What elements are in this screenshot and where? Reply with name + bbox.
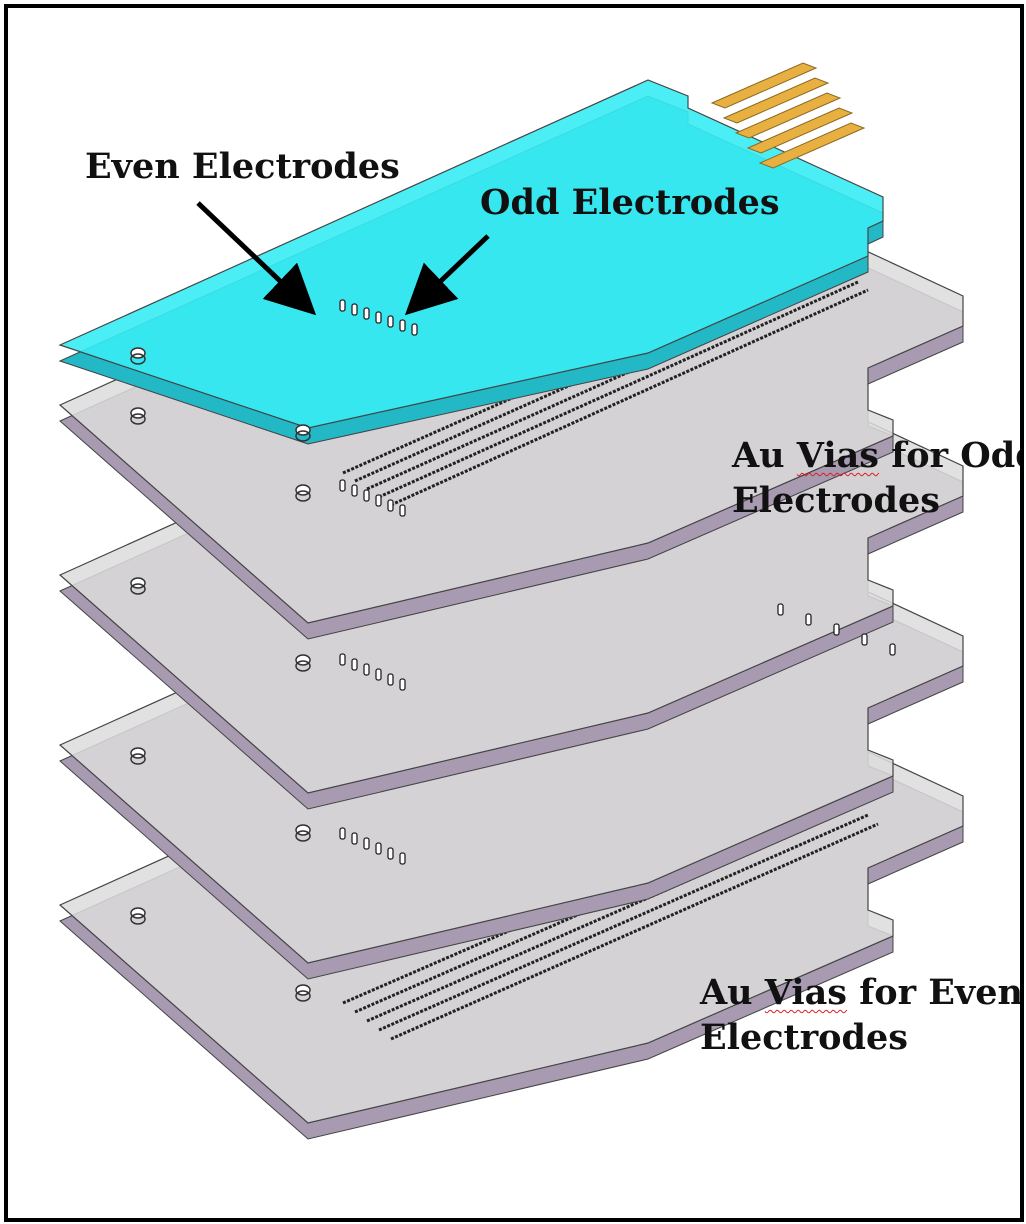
au-via-odd (375, 494, 382, 507)
au-via (363, 837, 370, 850)
au-via (375, 842, 382, 855)
mounting-hole (295, 484, 311, 496)
mounting-hole-base (130, 353, 146, 365)
mounting-hole (130, 577, 146, 589)
contact-pad (722, 77, 830, 124)
au-via-odd (351, 484, 358, 497)
au-via (399, 852, 406, 865)
mounting-hole-base (130, 913, 146, 925)
electrode-opening (411, 323, 418, 336)
au-via (339, 653, 346, 666)
mounting-hole-base (295, 430, 311, 442)
exploded-layer-stack-diagram (58, 62, 964, 1140)
au-via-contact (833, 623, 840, 636)
au-via-odd (399, 504, 406, 517)
mounting-hole-base (130, 753, 146, 765)
electrode-opening (339, 299, 346, 312)
mounting-hole (295, 824, 311, 836)
odd-electrodes-arrow (404, 234, 490, 316)
au-via (387, 673, 394, 686)
mounting-hole (130, 407, 146, 419)
even-electrode-trace (390, 822, 879, 1041)
mounting-hole (295, 654, 311, 666)
odd-electrodes-label: Odd Electrodes (480, 182, 780, 223)
au-via (351, 658, 358, 671)
au-vias-even-label: Au Vias for Even Electrodes (700, 972, 1023, 1058)
mounting-hole-base (295, 490, 311, 502)
figure-frame: Even Electrodes Odd Electrodes Au Vias f… (4, 4, 1024, 1222)
contact-pad (746, 107, 854, 154)
au-via-contact (805, 613, 812, 626)
contact-pad (710, 62, 818, 109)
au-via-contact (889, 643, 896, 656)
contact-pad (758, 122, 866, 169)
mounting-hole (130, 347, 146, 359)
mounting-hole-base (295, 660, 311, 672)
au-via (363, 663, 370, 676)
electrode-opening (351, 303, 358, 316)
au-via (387, 847, 394, 860)
electrode-opening (399, 319, 406, 332)
au-via-contact (777, 603, 784, 616)
electrode-opening (363, 307, 370, 320)
even-electrode-trace (378, 813, 869, 1032)
mounting-hole-base (130, 413, 146, 425)
au-via (375, 668, 382, 681)
au-via-odd (339, 479, 346, 492)
au-via-odd (387, 499, 394, 512)
au-via (339, 827, 346, 840)
electrode-opening (387, 315, 394, 328)
au-vias-odd-label: Au Vias for Odd Electrodes (732, 435, 1024, 521)
odd-electrode-trace (354, 264, 839, 483)
au-via (351, 832, 358, 845)
au-via-odd (363, 489, 370, 502)
au-via-contact (861, 633, 868, 646)
mounting-hole-base (295, 990, 311, 1002)
electrode-opening (375, 311, 382, 324)
odd-electrode-trace (378, 280, 859, 499)
mounting-hole (295, 424, 311, 436)
mounting-hole-base (130, 583, 146, 595)
mounting-hole-base (295, 830, 311, 842)
even-electrodes-arrow (196, 201, 317, 316)
odd-electrode-trace (390, 288, 869, 507)
au-via (399, 678, 406, 691)
mounting-hole (295, 984, 311, 996)
mounting-hole (130, 907, 146, 919)
even-electrodes-label: Even Electrodes (85, 146, 400, 187)
mounting-hole (130, 747, 146, 759)
contact-pad (734, 92, 842, 139)
